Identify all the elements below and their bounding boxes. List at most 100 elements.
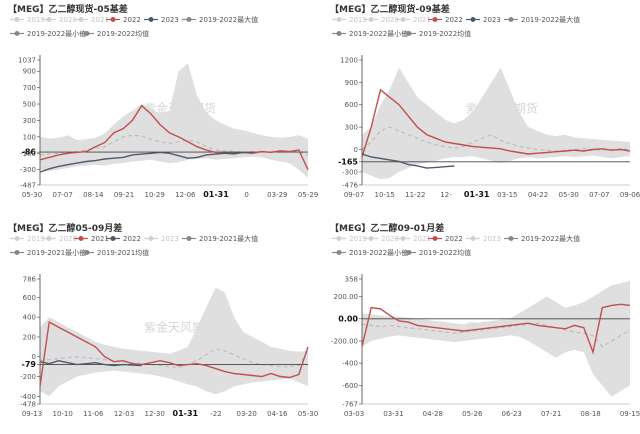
legend-label: 2019-2022均值 xyxy=(97,29,149,38)
legend-item: 2019-2022均值 xyxy=(402,248,471,257)
legend-label: 2020 xyxy=(59,235,77,243)
legend-item: 2023 xyxy=(466,235,501,243)
legend-item: 2020 xyxy=(364,16,399,24)
legend-item: 2020 xyxy=(42,16,77,24)
x-tick-label: 12-06 xyxy=(175,191,196,199)
x-tick-label: 04-16 xyxy=(267,410,288,418)
legend-label: 2022 xyxy=(445,235,463,243)
legend-label: 2019 xyxy=(349,235,367,243)
range-band-area xyxy=(40,63,308,178)
range-band-area xyxy=(362,281,630,397)
x-tick-label: 03-31 xyxy=(383,410,403,418)
x-tick-label: 10-10 xyxy=(52,410,72,418)
legend-label: 2019-2022最小值 xyxy=(349,29,408,38)
legend-item: 2019-2021最小值 xyxy=(10,248,86,257)
y-tick-label: 100 xyxy=(23,133,36,141)
legend-swatch-dot xyxy=(186,236,192,241)
y-tick-label: 300 xyxy=(23,117,36,125)
series-line-2021 xyxy=(39,321,309,387)
y-tick-label: -478 xyxy=(20,401,36,409)
legend-item: 2022 xyxy=(428,235,463,243)
y-tick-label: -165 xyxy=(338,157,358,166)
y-tick-label: 1200 xyxy=(340,57,358,65)
x-tick-label: 01-31 xyxy=(173,409,199,418)
legend-swatch-dot xyxy=(400,236,406,241)
legend-label: 2019-2021均值 xyxy=(97,248,149,257)
chart-title: 【MEG】乙二醇09-01月差 xyxy=(330,222,444,234)
y-tick-label: 786 xyxy=(23,276,37,284)
legend-swatch-dot xyxy=(186,17,192,22)
x-tick-label: 03-15 xyxy=(497,191,517,199)
y-tick-label: -200.00 xyxy=(331,338,358,346)
y-tick-label: -400 xyxy=(20,393,36,401)
legend-label: 2022 xyxy=(123,235,141,243)
x-tick-label: 01-31 xyxy=(464,190,490,199)
legend-swatch-dot xyxy=(14,236,20,241)
legend-item: 2019-2022最大值 xyxy=(182,15,258,24)
legend-label: 2021 xyxy=(413,235,431,243)
x-tick-label: 05-26 xyxy=(462,410,483,418)
legend-swatch-dot xyxy=(148,236,154,241)
legend-item: 2019-2022最小值 xyxy=(10,29,86,38)
legend-label: 2023 xyxy=(161,16,179,24)
legend-swatch-dot xyxy=(406,31,412,36)
x-tick-label: 0 xyxy=(244,191,248,199)
y-tick-label: -86 xyxy=(22,148,37,157)
x-tick-label: 12- xyxy=(440,191,452,199)
legend-swatch-dot xyxy=(110,17,116,22)
x-tick-label: 03-20 xyxy=(236,410,256,418)
legend-swatch-dot xyxy=(508,17,514,22)
y-tick-label: 600 xyxy=(345,101,358,109)
legend-item: 2019-2022最小值 xyxy=(332,29,408,38)
legend-label: 2023 xyxy=(483,235,501,243)
x-tick-label: 09-07 xyxy=(344,191,364,199)
legend-label: 2019 xyxy=(27,235,45,243)
legend-item: 2021 xyxy=(396,235,431,243)
legend-item: 2019 xyxy=(332,16,367,24)
x-tick-label: -22 xyxy=(210,410,221,418)
legend-item: 2019-2022最大值 xyxy=(504,234,580,243)
legend-item: 2019-2021均值 xyxy=(80,248,149,257)
legend-swatch-dot xyxy=(14,250,20,255)
legend-item: 2023 xyxy=(144,235,179,243)
x-tick-label: 11-06 xyxy=(83,410,104,418)
x-tick-label: 06-23 xyxy=(502,410,522,418)
legend-item: 2023 xyxy=(144,16,179,24)
legend-swatch-dot xyxy=(46,17,52,22)
legend-swatch-dot xyxy=(432,236,438,241)
series-line-2023 xyxy=(39,151,253,173)
legend-label: 2023 xyxy=(483,16,501,24)
legend-item: 2019-2022均值 xyxy=(80,29,149,38)
range-band-area xyxy=(40,287,308,397)
legend-label: 2019-2021最小值 xyxy=(27,248,86,257)
y-tick-label: 500 xyxy=(23,101,36,109)
legend-swatch-dot xyxy=(432,17,438,22)
legend-item: 2022 xyxy=(106,235,141,243)
chart-title: 【MEG】乙二醇现货-09基差 xyxy=(330,3,450,15)
legend-swatch-dot xyxy=(470,17,476,22)
y-tick-label: 1037 xyxy=(18,57,36,65)
legend-item: 2019 xyxy=(332,235,367,243)
x-tick-label: 12-03 xyxy=(114,410,134,418)
legend-swatch-dot xyxy=(508,236,514,241)
legend-label: 2019-2022最小值 xyxy=(349,248,408,257)
x-tick-label: 04-28 xyxy=(423,410,443,418)
legend-swatch-dot xyxy=(78,236,84,241)
y-tick-label: 900 xyxy=(23,68,36,76)
legend-label: 2019 xyxy=(349,16,367,24)
legend-label: 2020 xyxy=(381,16,399,24)
legend-swatch-dot xyxy=(336,31,342,36)
chart-title: 【MEG】乙二醇05-09月差 xyxy=(8,222,122,234)
legend-swatch-dot xyxy=(336,236,342,241)
legend-item: 2021 xyxy=(396,16,431,24)
x-tick-label: 05-29 xyxy=(298,191,318,199)
x-tick-label: 12-30 xyxy=(144,410,164,418)
legend-label: 2019-2022均值 xyxy=(419,248,471,257)
chart-panel-spot-05-basis: 【MEG】乙二醇现货-05基差 2019 2020 2021 2022 2023 2019-… xyxy=(0,0,318,215)
legend-label: 2019-2022均值 xyxy=(419,29,471,38)
legend-swatch-dot xyxy=(400,17,406,22)
legend-swatch-dot xyxy=(368,17,374,22)
x-tick-label: 03-29 xyxy=(267,191,287,199)
